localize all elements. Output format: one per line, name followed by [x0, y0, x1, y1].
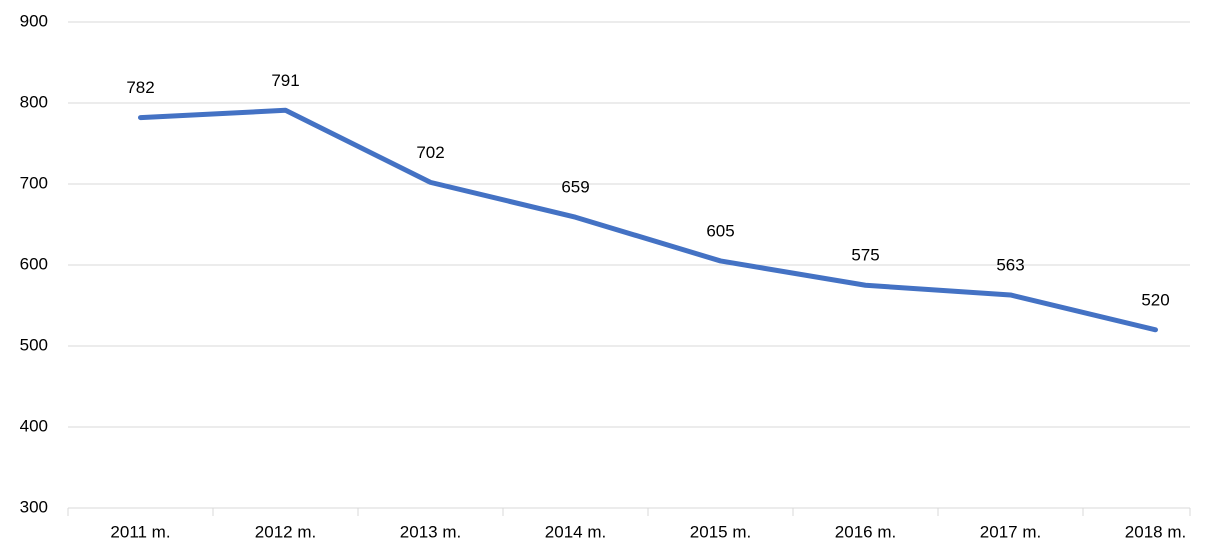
- y-tick-label: 300: [20, 497, 48, 516]
- x-tick-label: 2014 m.: [545, 522, 606, 541]
- data-label: 605: [706, 221, 734, 240]
- y-tick-label: 400: [20, 416, 48, 435]
- x-tick-label: 2013 m.: [400, 522, 461, 541]
- data-label: 791: [271, 71, 299, 90]
- x-tick-label: 2015 m.: [690, 522, 751, 541]
- line: [138, 107, 1158, 333]
- data-label: 563: [996, 255, 1024, 274]
- data-label: 575: [851, 246, 879, 265]
- y-tick-label: 700: [20, 173, 48, 192]
- data-label: 520: [1141, 290, 1169, 309]
- y-tick-label: 600: [20, 254, 48, 273]
- y-tick-label: 900: [20, 11, 48, 30]
- x-tick-label: 2017 m.: [980, 522, 1041, 541]
- y-tick-label: 800: [20, 92, 48, 111]
- x-tick-label: 2011 m.: [110, 522, 170, 541]
- data-label: 782: [126, 78, 154, 97]
- data-label: 659: [561, 178, 589, 197]
- data-label: 702: [416, 143, 444, 162]
- x-tick-label: 2012 m.: [255, 522, 316, 541]
- x-tick-label: 2016 m.: [835, 522, 896, 541]
- x-tick-label: 2018 m.: [1125, 522, 1186, 541]
- y-tick-label: 500: [20, 335, 48, 354]
